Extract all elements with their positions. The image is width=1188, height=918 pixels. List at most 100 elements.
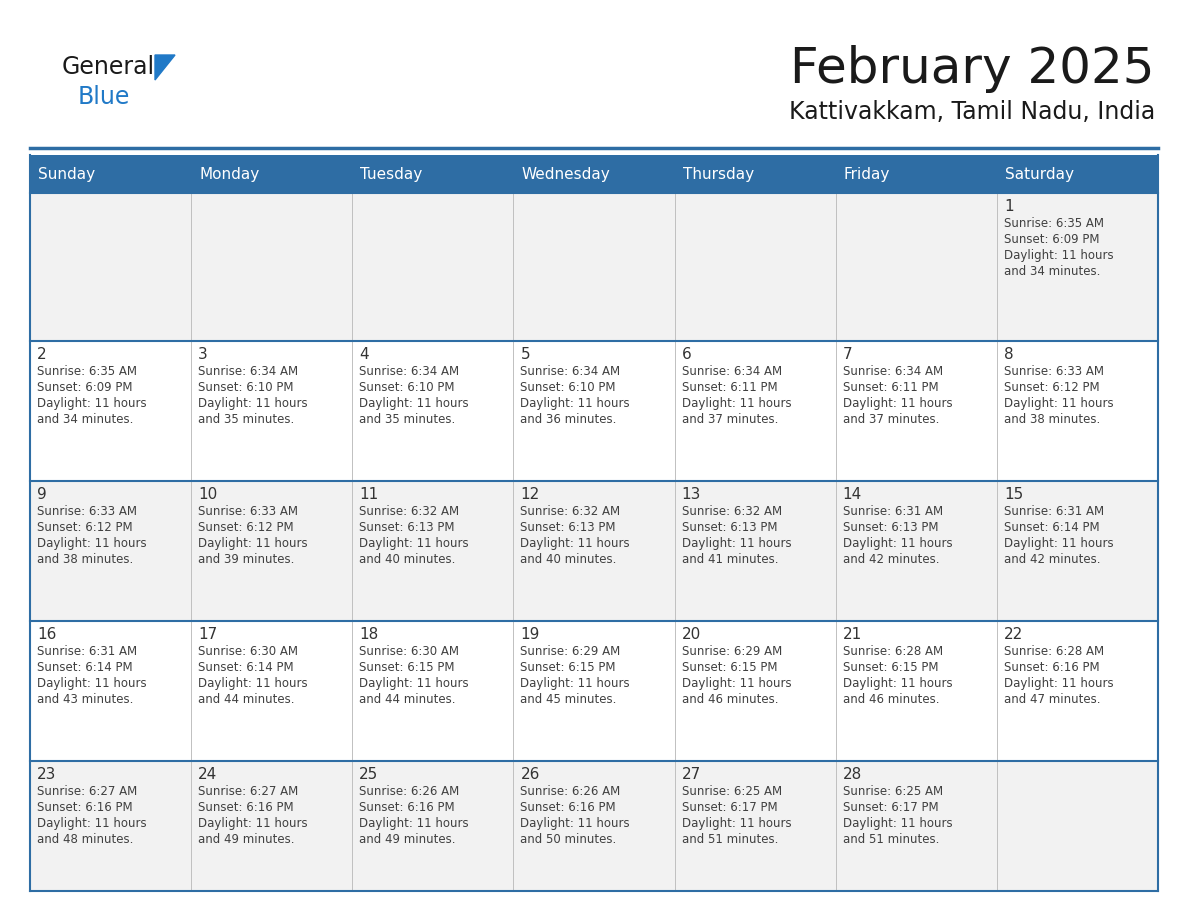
Text: 14: 14 xyxy=(842,487,862,502)
Text: 8: 8 xyxy=(1004,347,1013,362)
Text: Daylight: 11 hours: Daylight: 11 hours xyxy=(359,677,469,690)
Text: Daylight: 11 hours: Daylight: 11 hours xyxy=(842,397,953,410)
Text: Daylight: 11 hours: Daylight: 11 hours xyxy=(198,677,308,690)
Text: and 40 minutes.: and 40 minutes. xyxy=(520,553,617,566)
Text: Sunset: 6:16 PM: Sunset: 6:16 PM xyxy=(359,801,455,814)
Text: and 42 minutes.: and 42 minutes. xyxy=(842,553,940,566)
Text: and 47 minutes.: and 47 minutes. xyxy=(1004,693,1100,706)
Text: Daylight: 11 hours: Daylight: 11 hours xyxy=(359,537,469,550)
Text: Sunset: 6:15 PM: Sunset: 6:15 PM xyxy=(842,661,939,674)
Bar xyxy=(675,155,835,193)
Text: Daylight: 11 hours: Daylight: 11 hours xyxy=(198,537,308,550)
Text: Sunset: 6:16 PM: Sunset: 6:16 PM xyxy=(37,801,133,814)
Bar xyxy=(30,761,1158,891)
Text: Sunrise: 6:34 AM: Sunrise: 6:34 AM xyxy=(359,365,460,378)
Text: and 34 minutes.: and 34 minutes. xyxy=(37,413,133,426)
Bar xyxy=(30,341,1158,481)
Text: and 38 minutes.: and 38 minutes. xyxy=(37,553,133,566)
Bar xyxy=(513,155,675,193)
Text: Daylight: 11 hours: Daylight: 11 hours xyxy=(37,397,146,410)
Text: and 39 minutes.: and 39 minutes. xyxy=(198,553,295,566)
Text: Daylight: 11 hours: Daylight: 11 hours xyxy=(682,537,791,550)
Text: Sunset: 6:15 PM: Sunset: 6:15 PM xyxy=(359,661,455,674)
Text: 28: 28 xyxy=(842,767,862,782)
Text: Daylight: 11 hours: Daylight: 11 hours xyxy=(842,537,953,550)
Text: Sunrise: 6:30 AM: Sunrise: 6:30 AM xyxy=(198,645,298,658)
Text: 25: 25 xyxy=(359,767,379,782)
Text: 10: 10 xyxy=(198,487,217,502)
Text: and 38 minutes.: and 38 minutes. xyxy=(1004,413,1100,426)
Text: 26: 26 xyxy=(520,767,539,782)
Text: Sunrise: 6:27 AM: Sunrise: 6:27 AM xyxy=(37,785,138,798)
Polygon shape xyxy=(154,55,175,80)
Bar xyxy=(30,155,191,193)
Text: Sunset: 6:17 PM: Sunset: 6:17 PM xyxy=(682,801,777,814)
Text: 1: 1 xyxy=(1004,199,1013,214)
Text: Daylight: 11 hours: Daylight: 11 hours xyxy=(1004,397,1113,410)
Text: 13: 13 xyxy=(682,487,701,502)
Text: Sunrise: 6:26 AM: Sunrise: 6:26 AM xyxy=(520,785,620,798)
Text: Monday: Monday xyxy=(200,166,259,182)
Bar xyxy=(30,193,1158,341)
Text: Sunrise: 6:34 AM: Sunrise: 6:34 AM xyxy=(682,365,782,378)
Text: and 36 minutes.: and 36 minutes. xyxy=(520,413,617,426)
Text: Daylight: 11 hours: Daylight: 11 hours xyxy=(37,817,146,830)
Text: 21: 21 xyxy=(842,627,862,642)
Text: and 37 minutes.: and 37 minutes. xyxy=(842,413,939,426)
Text: and 46 minutes.: and 46 minutes. xyxy=(842,693,940,706)
Text: Sunrise: 6:32 AM: Sunrise: 6:32 AM xyxy=(520,505,620,518)
Text: Blue: Blue xyxy=(78,85,131,109)
Bar xyxy=(191,155,353,193)
Text: 12: 12 xyxy=(520,487,539,502)
Text: and 48 minutes.: and 48 minutes. xyxy=(37,833,133,846)
Bar xyxy=(30,621,1158,761)
Text: Daylight: 11 hours: Daylight: 11 hours xyxy=(682,397,791,410)
Text: Sunrise: 6:35 AM: Sunrise: 6:35 AM xyxy=(1004,217,1104,230)
Text: and 44 minutes.: and 44 minutes. xyxy=(359,693,456,706)
Text: Sunset: 6:15 PM: Sunset: 6:15 PM xyxy=(520,661,615,674)
Text: Sunset: 6:13 PM: Sunset: 6:13 PM xyxy=(359,521,455,534)
Text: 3: 3 xyxy=(198,347,208,362)
Text: and 43 minutes.: and 43 minutes. xyxy=(37,693,133,706)
Text: Sunset: 6:12 PM: Sunset: 6:12 PM xyxy=(37,521,133,534)
Text: General: General xyxy=(62,55,156,79)
Text: and 50 minutes.: and 50 minutes. xyxy=(520,833,617,846)
Text: Daylight: 11 hours: Daylight: 11 hours xyxy=(198,817,308,830)
Text: Sunset: 6:12 PM: Sunset: 6:12 PM xyxy=(1004,381,1099,394)
Bar xyxy=(835,155,997,193)
Text: Daylight: 11 hours: Daylight: 11 hours xyxy=(842,817,953,830)
Text: Sunset: 6:14 PM: Sunset: 6:14 PM xyxy=(198,661,293,674)
Text: and 34 minutes.: and 34 minutes. xyxy=(1004,265,1100,278)
Text: Sunset: 6:10 PM: Sunset: 6:10 PM xyxy=(520,381,615,394)
Text: and 42 minutes.: and 42 minutes. xyxy=(1004,553,1100,566)
Text: and 40 minutes.: and 40 minutes. xyxy=(359,553,456,566)
Text: Sunset: 6:13 PM: Sunset: 6:13 PM xyxy=(520,521,615,534)
Text: Sunset: 6:16 PM: Sunset: 6:16 PM xyxy=(1004,661,1099,674)
Text: 22: 22 xyxy=(1004,627,1023,642)
Text: Sunrise: 6:31 AM: Sunrise: 6:31 AM xyxy=(37,645,137,658)
Text: Sunrise: 6:31 AM: Sunrise: 6:31 AM xyxy=(842,505,943,518)
Text: Daylight: 11 hours: Daylight: 11 hours xyxy=(842,677,953,690)
Text: Sunrise: 6:25 AM: Sunrise: 6:25 AM xyxy=(682,785,782,798)
Text: 5: 5 xyxy=(520,347,530,362)
Text: and 46 minutes.: and 46 minutes. xyxy=(682,693,778,706)
Text: Tuesday: Tuesday xyxy=(360,166,423,182)
Text: Saturday: Saturday xyxy=(1005,166,1074,182)
Text: and 35 minutes.: and 35 minutes. xyxy=(359,413,455,426)
Text: Daylight: 11 hours: Daylight: 11 hours xyxy=(37,537,146,550)
Text: Sunset: 6:10 PM: Sunset: 6:10 PM xyxy=(359,381,455,394)
Text: and 49 minutes.: and 49 minutes. xyxy=(359,833,456,846)
Text: Sunset: 6:14 PM: Sunset: 6:14 PM xyxy=(1004,521,1099,534)
Text: Thursday: Thursday xyxy=(683,166,753,182)
Text: Daylight: 11 hours: Daylight: 11 hours xyxy=(359,397,469,410)
Text: Daylight: 11 hours: Daylight: 11 hours xyxy=(520,537,630,550)
Text: Sunset: 6:13 PM: Sunset: 6:13 PM xyxy=(682,521,777,534)
Text: 27: 27 xyxy=(682,767,701,782)
Text: and 49 minutes.: and 49 minutes. xyxy=(198,833,295,846)
Text: 9: 9 xyxy=(37,487,46,502)
Text: Sunrise: 6:35 AM: Sunrise: 6:35 AM xyxy=(37,365,137,378)
Text: Kattivakkam, Tamil Nadu, India: Kattivakkam, Tamil Nadu, India xyxy=(789,100,1155,124)
Text: 17: 17 xyxy=(198,627,217,642)
Text: Daylight: 11 hours: Daylight: 11 hours xyxy=(1004,537,1113,550)
Text: 6: 6 xyxy=(682,347,691,362)
